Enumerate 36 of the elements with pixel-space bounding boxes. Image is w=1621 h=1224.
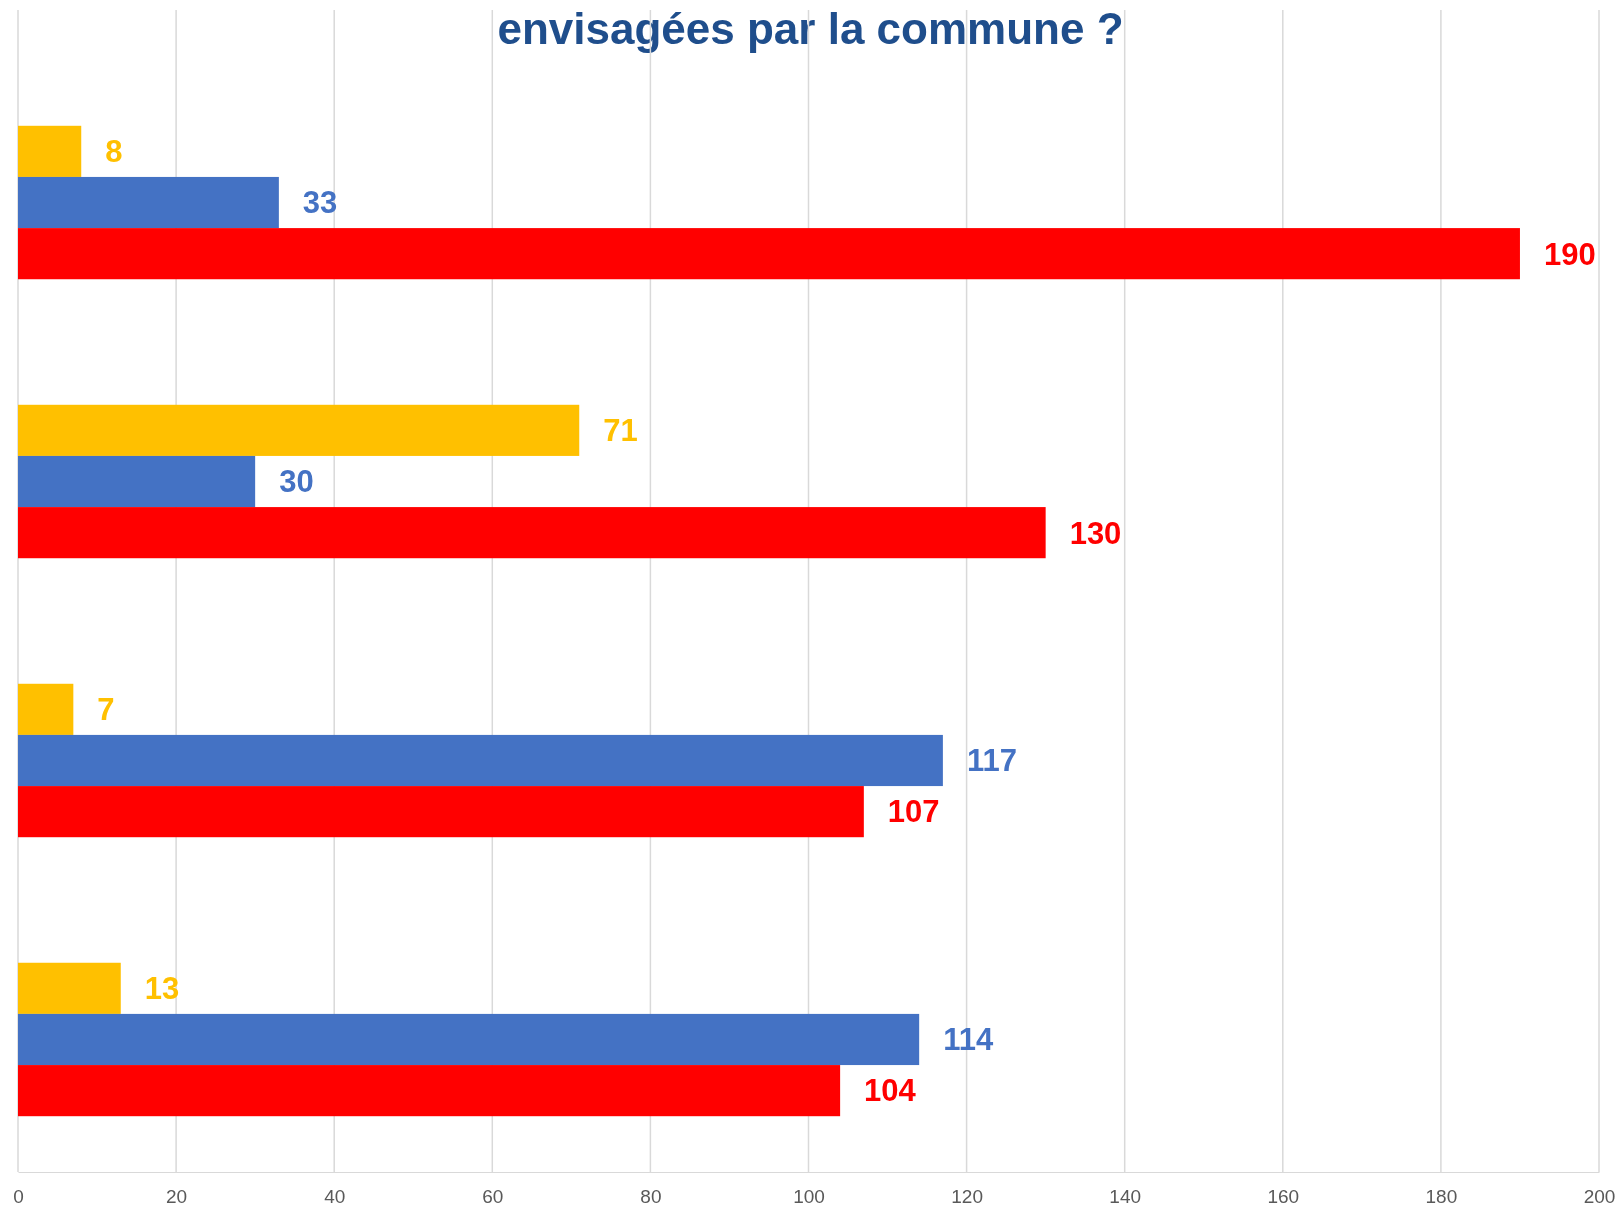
data-label: 130 bbox=[1069, 515, 1122, 551]
bar bbox=[18, 228, 1520, 280]
x-tick-label: 200 bbox=[1583, 1186, 1616, 1208]
bar bbox=[18, 176, 279, 229]
data-label: 30 bbox=[279, 464, 314, 500]
x-tick-label: 40 bbox=[324, 1186, 346, 1208]
bar bbox=[18, 404, 580, 456]
data-label: 8 bbox=[105, 134, 123, 170]
x-tick-label: 80 bbox=[640, 1186, 662, 1208]
data-label: 117 bbox=[966, 743, 1017, 779]
bar bbox=[18, 962, 121, 1014]
chart-title: envisagées par la commune ? bbox=[497, 4, 1124, 53]
data-label: 114 bbox=[943, 1022, 994, 1058]
data-label: 104 bbox=[864, 1073, 917, 1109]
bar bbox=[18, 1013, 920, 1066]
bar bbox=[18, 455, 256, 508]
x-tick-label: 100 bbox=[793, 1186, 825, 1208]
bar bbox=[18, 507, 1046, 559]
x-tick-label: 120 bbox=[951, 1186, 983, 1208]
bar bbox=[18, 734, 943, 787]
data-label: 190 bbox=[1543, 236, 1596, 272]
x-tick-label: 160 bbox=[1267, 1186, 1300, 1208]
x-tick-label: 0 bbox=[13, 1186, 24, 1208]
data-label: 33 bbox=[302, 185, 338, 221]
data-label: 107 bbox=[887, 794, 940, 830]
bar bbox=[18, 125, 82, 177]
x-tick-label: 180 bbox=[1425, 1186, 1458, 1208]
bar bbox=[18, 683, 74, 735]
x-tick-label: 60 bbox=[482, 1186, 504, 1208]
data-label: 71 bbox=[603, 413, 638, 449]
x-tick-label: 20 bbox=[166, 1186, 188, 1208]
data-label: 7 bbox=[97, 692, 115, 728]
x-tick-label: 140 bbox=[1109, 1186, 1142, 1208]
bar bbox=[18, 786, 864, 838]
bar bbox=[18, 1065, 841, 1117]
data-label: 13 bbox=[144, 971, 180, 1007]
